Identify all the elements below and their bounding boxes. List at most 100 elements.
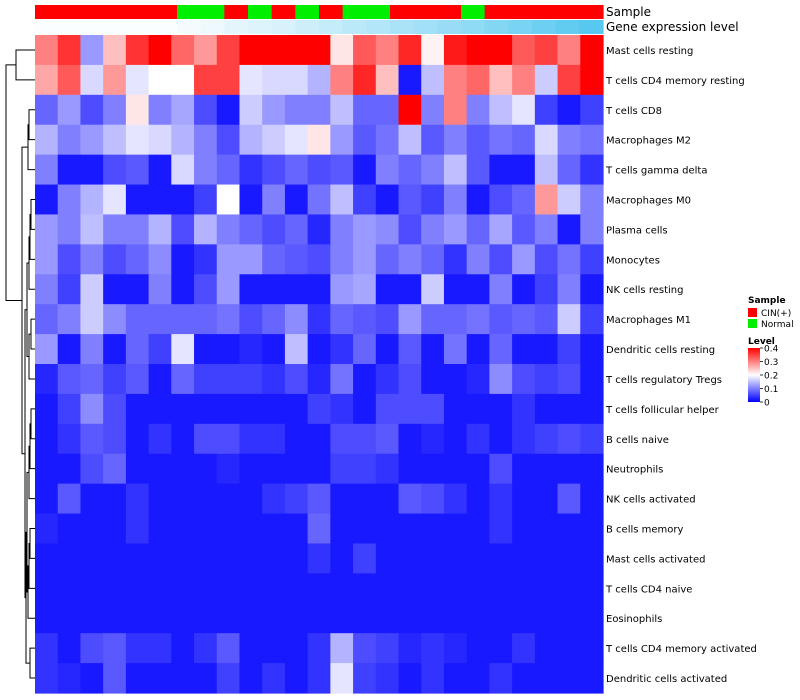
heatmap-cell: [580, 35, 604, 66]
heatmap-cell: [557, 154, 581, 186]
heatmap-cell: [489, 214, 513, 245]
heatmap-cell: [262, 393, 286, 425]
heatmap-cell: [534, 154, 559, 186]
sample-annotation-cell: [177, 5, 202, 19]
heatmap-cell: [35, 603, 59, 634]
heatmap-cell: [35, 274, 59, 305]
heatmap-cell: [148, 663, 172, 694]
heatmap-cell: [580, 334, 604, 365]
heatmap-cell: [171, 633, 195, 664]
heatmap-cell: [35, 214, 59, 245]
heatmap-cell: [103, 274, 127, 305]
heatmap-cell: [194, 124, 218, 156]
heatmap-cell: [398, 124, 422, 156]
heatmap-cell: [125, 214, 150, 245]
heatmap-cell: [375, 64, 400, 96]
heatmap-cell: [284, 214, 309, 245]
heatmap-cell: [512, 483, 536, 515]
heatmap-cell: [489, 35, 513, 66]
heatmap-cell: [489, 633, 513, 664]
heatmap-cell: [262, 334, 286, 365]
expression-annotation-cell: [129, 20, 154, 34]
heatmap-cell: [443, 244, 468, 275]
heatmap-cell: [148, 633, 172, 664]
legend-tick-label: 0.3: [764, 358, 778, 368]
heatmap-cell: [421, 64, 445, 96]
heatmap-cell: [216, 94, 241, 126]
heatmap-cell: [262, 453, 286, 485]
heatmap-cell: [557, 184, 581, 216]
heatmap-cell: [307, 483, 331, 515]
heatmap-cell: [125, 543, 150, 574]
heatmap-cell: [103, 35, 127, 66]
heatmap-cell: [216, 154, 241, 186]
heatmap-cell: [580, 573, 604, 604]
heatmap-cell: [148, 154, 172, 186]
heatmap-cell: [57, 124, 82, 156]
row-label: Dendritic cells activated: [606, 674, 727, 685]
heatmap-cell: [557, 543, 581, 574]
heatmap-cell: [443, 334, 468, 365]
heatmap-cell: [489, 543, 513, 574]
heatmap-cell: [330, 483, 354, 515]
heatmap-cell: [330, 64, 354, 96]
heatmap-cell: [239, 633, 263, 664]
heatmap-cell: [489, 274, 513, 305]
heatmap-cell: [353, 603, 377, 634]
heatmap-cell: [103, 64, 127, 96]
heatmap-cell: [466, 64, 490, 96]
row-label: B cells memory: [606, 525, 683, 536]
row-label: T cells CD4 naive: [605, 584, 692, 595]
row-label: Eosinophils: [606, 614, 662, 625]
heatmap-cell: [398, 304, 422, 335]
heatmap-cell: [512, 35, 536, 66]
heatmap-cell: [421, 513, 445, 545]
heatmap-cell: [534, 453, 559, 485]
heatmap-cell: [194, 274, 218, 305]
heatmap-cell: [580, 453, 604, 485]
heatmap-cell: [307, 423, 331, 455]
heatmap-cell: [307, 393, 331, 425]
heatmap-cell: [421, 214, 445, 245]
expression-annotation-cell: [106, 20, 131, 34]
heatmap-cell: [35, 513, 59, 545]
heatmap-cell: [103, 453, 127, 485]
heatmap-cell: [512, 603, 536, 634]
heatmap-cell: [489, 334, 513, 365]
heatmap-cell: [512, 274, 536, 305]
row-labels: Mast cells resting T cells CD4 memory res…: [605, 46, 757, 685]
heatmap-cell: [239, 364, 263, 395]
heatmap-cell: [216, 423, 241, 455]
heatmap-cell: [512, 304, 536, 335]
heatmap-cell: [489, 304, 513, 335]
heatmap-cell: [80, 393, 104, 425]
heatmap-cell: [216, 334, 241, 365]
heatmap-cell: [557, 124, 581, 156]
heatmap-cell: [171, 573, 195, 604]
heatmap-cell: [580, 154, 604, 186]
heatmap-cell: [80, 453, 104, 485]
expression-annotation-cell: [390, 20, 415, 34]
heatmap-cell: [57, 184, 82, 216]
heatmap-cell: [534, 35, 559, 66]
heatmap-cell: [125, 244, 150, 275]
expression-annotation-cell: [58, 20, 83, 34]
heatmap-cell: [194, 393, 218, 425]
heatmap-cell: [103, 334, 127, 365]
heatmap-cell: [443, 573, 468, 604]
heatmap-cell: [216, 304, 241, 335]
heatmap-cell: [489, 64, 513, 96]
heatmap-cell: [284, 423, 309, 455]
heatmap-cell: [284, 35, 309, 66]
heatmap-cell: [330, 244, 354, 275]
heatmap-cell: [443, 124, 468, 156]
heatmap-cell: [375, 453, 400, 485]
heatmap-cell: [148, 64, 172, 96]
heatmap-cell: [398, 214, 422, 245]
heatmap-cell: [194, 334, 218, 365]
heatmap-cell: [557, 573, 581, 604]
heatmap-cell: [421, 154, 445, 186]
dendrogram-branch: [29, 647, 35, 679]
expression-annotation-cell: [413, 20, 438, 34]
heatmap-cell: [580, 483, 604, 515]
